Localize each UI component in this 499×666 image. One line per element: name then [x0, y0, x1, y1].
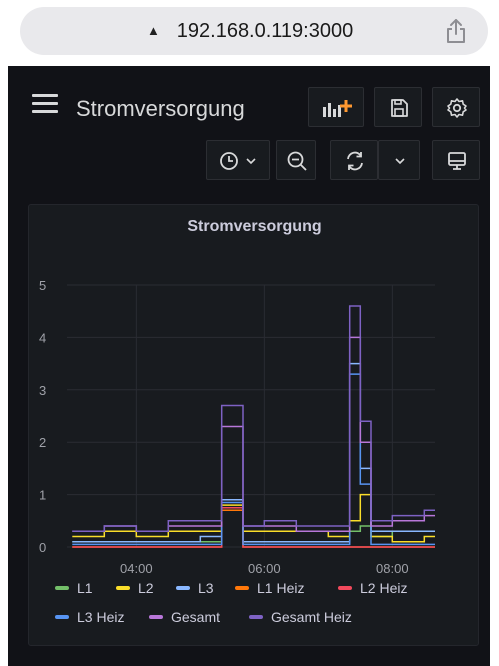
legend-item-gesamt[interactable]: Gesamt — [149, 609, 220, 629]
chevron-down-icon — [395, 158, 405, 165]
legend-label: L1 Heiz — [257, 580, 305, 596]
legend-item-l1[interactable]: L1 — [55, 580, 93, 600]
legend-label: L2 — [138, 580, 154, 596]
legend-label: Gesamt — [171, 609, 221, 625]
clock-icon — [220, 152, 238, 170]
save-dashboard-button[interactable] — [374, 87, 422, 127]
legend-swatch — [55, 586, 69, 591]
series-line-gesamt — [72, 336, 435, 533]
y-tick-label: 4 — [39, 330, 46, 345]
x-tick-label: 06:00 — [248, 561, 281, 576]
settings-icon — [447, 98, 467, 118]
legend-swatch — [55, 615, 69, 620]
legend-swatch — [249, 615, 263, 620]
legend-label: Gesamt Heiz — [271, 609, 352, 625]
y-tick-label: 2 — [39, 435, 46, 450]
dashboard-title[interactable]: Stromversorgung — [76, 96, 245, 121]
time-series-chart[interactable]: 0 1 2 3 4 5 04:00 06:00 08:00 — [29, 205, 480, 577]
dashboard-toolbar: Stromversorgung — [8, 66, 490, 196]
add-panel-icon — [323, 100, 352, 117]
legend-label: L1 — [77, 580, 93, 596]
warning-icon: ▲ — [147, 23, 160, 38]
legend-item-l2[interactable]: L2 — [116, 580, 154, 600]
legend-swatch — [338, 586, 352, 591]
x-tick-label: 08:00 — [376, 561, 409, 576]
y-tick-label: 1 — [39, 488, 46, 503]
legend-item-l3-heiz[interactable]: L3 Heiz — [55, 609, 124, 629]
legend-item-l1-heiz[interactable]: L1 Heiz — [235, 580, 304, 600]
series-line-l3-heiz — [72, 373, 435, 546]
legend-item-gesamt-heiz[interactable]: Gesamt Heiz — [249, 609, 352, 629]
chart-panel: Stromversorgung 0 1 2 3 4 5 04:00 06:00 08:00 L1… — [28, 204, 479, 646]
x-tick-label: 04:00 — [120, 561, 153, 576]
legend-swatch — [149, 615, 163, 620]
panel-title[interactable]: Stromversorgung — [187, 218, 322, 235]
legend-label: L3 — [198, 580, 214, 596]
legend-swatch — [176, 586, 190, 591]
legend-label: L2 Heiz — [360, 580, 408, 596]
time-picker-button[interactable] — [206, 140, 270, 180]
browser-chrome: ▲ 192.168.0.119:3000 — [0, 0, 499, 66]
share-icon[interactable] — [444, 18, 468, 44]
series-line-l3 — [72, 362, 435, 543]
grafana-app: Stromversorgung — [8, 66, 490, 666]
address-bar[interactable]: ▲ 192.168.0.119:3000 — [20, 7, 488, 55]
legend-item-l2-heiz[interactable]: L2 Heiz — [338, 580, 407, 600]
add-panel-button[interactable] — [308, 87, 364, 127]
tv-mode-button[interactable] — [432, 140, 480, 180]
y-tick-label: 3 — [39, 383, 46, 398]
legend-swatch — [116, 586, 130, 591]
zoom-out-button[interactable] — [276, 140, 316, 180]
dashboard-settings-button[interactable] — [432, 87, 480, 127]
save-icon — [391, 99, 408, 117]
url-text[interactable]: 192.168.0.119:3000 — [176, 20, 354, 42]
zoom-out-icon — [287, 151, 307, 171]
hamburger-menu-icon[interactable] — [32, 94, 58, 114]
refresh-icon — [347, 151, 363, 171]
y-tick-label: 5 — [39, 278, 46, 293]
legend-label: L3 Heiz — [77, 609, 125, 625]
legend-swatch — [235, 586, 249, 591]
tv-mode-icon — [448, 152, 466, 170]
series-line-l2 — [72, 493, 435, 543]
chevron-down-icon — [246, 158, 256, 165]
refresh-interval-dropdown[interactable] — [378, 140, 420, 180]
legend-item-l3[interactable]: L3 — [176, 580, 214, 600]
y-tick-label: 0 — [39, 540, 46, 555]
series-line-gesamt-heiz — [72, 305, 435, 533]
refresh-button[interactable] — [330, 140, 378, 180]
series-line-l2-heiz — [72, 506, 435, 548]
